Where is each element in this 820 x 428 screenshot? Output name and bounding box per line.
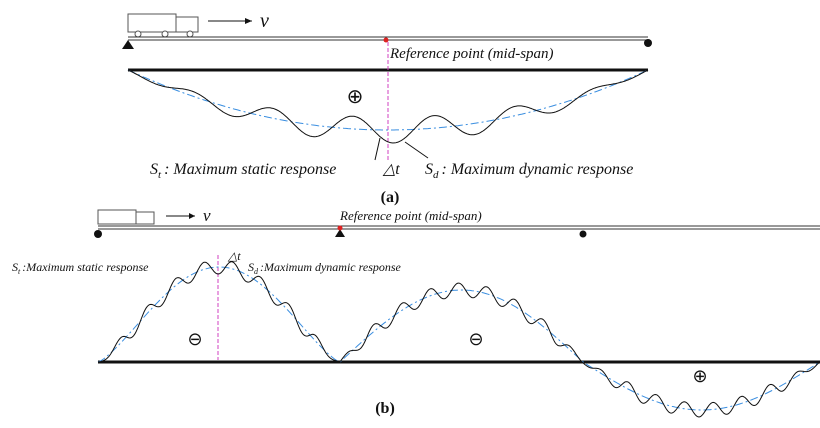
support	[335, 229, 345, 237]
delta-t: △t	[227, 249, 241, 263]
truck-cab	[175, 16, 199, 33]
dynamic-label: Sd: Maximum dynamic response	[425, 161, 633, 181]
reference-dot	[337, 225, 343, 231]
leader	[374, 137, 381, 161]
leader	[404, 141, 429, 159]
panel-b: v Reference point (mid-span) St:Maximum …	[12, 206, 820, 418]
dynamic-curve	[127, 69, 649, 144]
static-curve	[97, 266, 820, 411]
truck-body	[127, 13, 177, 33]
symbol: S	[150, 161, 158, 178]
sign: ⊖	[187, 329, 202, 349]
wheel	[134, 30, 142, 38]
symbol: S	[425, 161, 433, 178]
support	[122, 40, 134, 49]
subscript: t	[158, 169, 162, 181]
text: : Maximum dynamic response	[442, 161, 634, 178]
panel-a: v Reference point (mid-span) ⊕ St: Maxim…	[122, 10, 652, 206]
wheel	[161, 30, 169, 38]
subscript: d	[254, 267, 259, 276]
text: :Maximum dynamic response	[260, 260, 402, 274]
static-curve	[127, 69, 649, 131]
symbol: S	[12, 260, 18, 274]
delta-t: △t	[382, 161, 400, 178]
symbol: S	[248, 260, 254, 274]
reference-label: Reference point (mid-span)	[339, 208, 482, 223]
static-label: St: Maximum static response	[150, 161, 336, 181]
velocity: v	[260, 10, 269, 32]
velocity: v	[203, 206, 211, 225]
subscript: d	[433, 169, 439, 181]
sign: ⊕	[347, 86, 364, 108]
text: : Maximum static response	[164, 161, 336, 178]
truck-cab	[135, 211, 155, 225]
dynamic-curve	[97, 261, 820, 418]
subscript: t	[18, 267, 21, 276]
sign: ⊕	[692, 366, 707, 386]
reference-dot	[383, 37, 389, 43]
arrow-head	[189, 213, 195, 219]
support	[644, 39, 652, 47]
support	[579, 230, 587, 238]
truck-body	[97, 209, 137, 225]
caption: (b)	[375, 400, 395, 417]
arrow-head	[245, 18, 252, 24]
support	[94, 230, 102, 238]
caption: (a)	[381, 189, 400, 206]
text: :Maximum static response	[22, 260, 149, 274]
sign: ⊖	[468, 329, 483, 349]
dynamic-label: Sd:Maximum dynamic response	[248, 260, 402, 276]
static-label: St:Maximum static response	[12, 260, 149, 276]
wheel	[186, 30, 194, 38]
reference-label: Reference point (mid-span)	[389, 46, 554, 62]
